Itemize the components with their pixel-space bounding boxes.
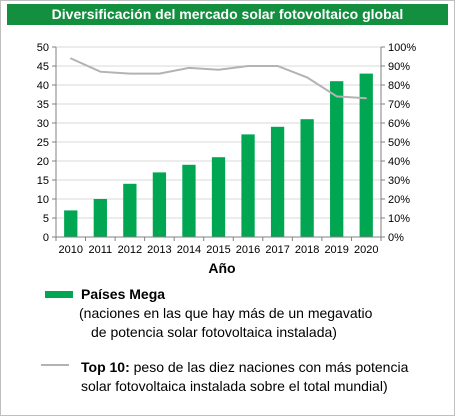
chart-title: Diversificación del mercado solar fotovo… [7, 4, 448, 25]
gridlines [56, 46, 381, 219]
y-right-tick-label: 70% [388, 99, 410, 111]
x-tick-label: 2015 [206, 244, 230, 256]
line-point [217, 69, 220, 71]
legend-bar-desc-2: de potencia solar fotovoltaica instalada… [91, 324, 337, 340]
x-tick-label: 2014 [177, 244, 201, 256]
y-right-tick-label: 10% [388, 213, 410, 225]
y-right-tick-label: 50% [388, 137, 410, 149]
line-point [365, 97, 368, 100]
y-right-tick-label: 40% [388, 156, 410, 168]
y-right-tick-label: 60% [388, 118, 410, 130]
y-left-tick-label: 5 [43, 213, 49, 225]
y-left-ticks: 0 5 10 15 20 25 30 35 40 45 50 [37, 42, 49, 244]
bar [182, 164, 196, 237]
legend-line-desc-2: solar fotovoltaica instalada sobre el to… [81, 378, 388, 394]
line-point [69, 57, 72, 60]
bar [123, 183, 137, 237]
x-tick-label: 2010 [59, 244, 83, 256]
x-tick-label: 2020 [354, 244, 378, 256]
bar-series [64, 73, 373, 237]
bar [64, 210, 78, 237]
y-right-ticks: 0% 10% 20% 30% 40% 50% 60% 70% 80% 90% 100% [388, 42, 416, 244]
legend-bar-title: Países Mega [81, 286, 166, 302]
y-left-tick-label: 0 [43, 232, 49, 244]
line-point [99, 70, 102, 73]
bar [241, 134, 255, 237]
bar [359, 73, 373, 237]
y-right-tick-label: 80% [388, 80, 410, 92]
x-tick-label: 2017 [265, 244, 289, 256]
y-left-tick-label: 30 [37, 118, 49, 130]
x-tick-label: 2013 [147, 244, 171, 256]
x-tick-label: 2018 [295, 244, 319, 256]
line-point [306, 76, 308, 79]
bar [300, 119, 314, 237]
line-point [188, 67, 190, 69]
legend-line-desc-1: peso de las diez naciones con más potenc… [129, 359, 409, 375]
x-tick-label: 2016 [236, 244, 260, 256]
y-left-tick-label: 45 [37, 61, 49, 73]
line-point [276, 65, 279, 67]
bar [270, 126, 285, 237]
y-right-tick-label: 30% [388, 175, 410, 187]
line-point [335, 95, 338, 98]
y-left-tick-label: 40 [37, 80, 49, 92]
x-tick-label: 2011 [88, 244, 112, 256]
legend-line-swatch [41, 364, 69, 366]
line-point [129, 72, 131, 75]
line-point [158, 72, 161, 75]
y-left-tick-label: 20 [37, 156, 49, 168]
x-tick-label: 2019 [324, 244, 348, 256]
bar [152, 172, 167, 237]
x-ticks: 2010 2011 2012 2013 2014 2015 2016 2017 2018 2019… [59, 244, 379, 256]
legend-line-text-1: Top 10: peso de las diez naciones con má… [81, 358, 408, 377]
legend-bar-swatch [45, 291, 73, 298]
y-right-tick-label: 20% [388, 194, 410, 206]
bar [330, 81, 344, 237]
x-tick-label: 2012 [118, 244, 142, 256]
legend-bar-desc-1: (naciones en las que hay más de un megav… [79, 305, 373, 321]
y-left-tick-label: 15 [37, 175, 49, 187]
bar [93, 199, 107, 237]
y-left-tick-label: 35 [37, 99, 49, 111]
y-left-tick-label: 25 [37, 137, 49, 149]
legend-line-title: Top 10: [81, 359, 130, 375]
chart-plot: 0 5 10 15 20 25 30 35 40 45 50 0% 10% 20% 30% 40% 50% 60… [37, 42, 417, 276]
axes [52, 46, 385, 241]
y-left-tick-label: 50 [37, 42, 49, 54]
y-right-tick-label: 100% [388, 42, 416, 54]
y-right-tick-label: 90% [388, 61, 410, 73]
top10-line [70, 57, 367, 100]
line-point [247, 65, 249, 67]
line-series [69, 57, 368, 100]
y-right-tick-label: 0% [388, 232, 404, 244]
x-axis-label: Año [208, 260, 235, 276]
bar [211, 157, 226, 237]
y-left-tick-label: 10 [37, 194, 49, 206]
